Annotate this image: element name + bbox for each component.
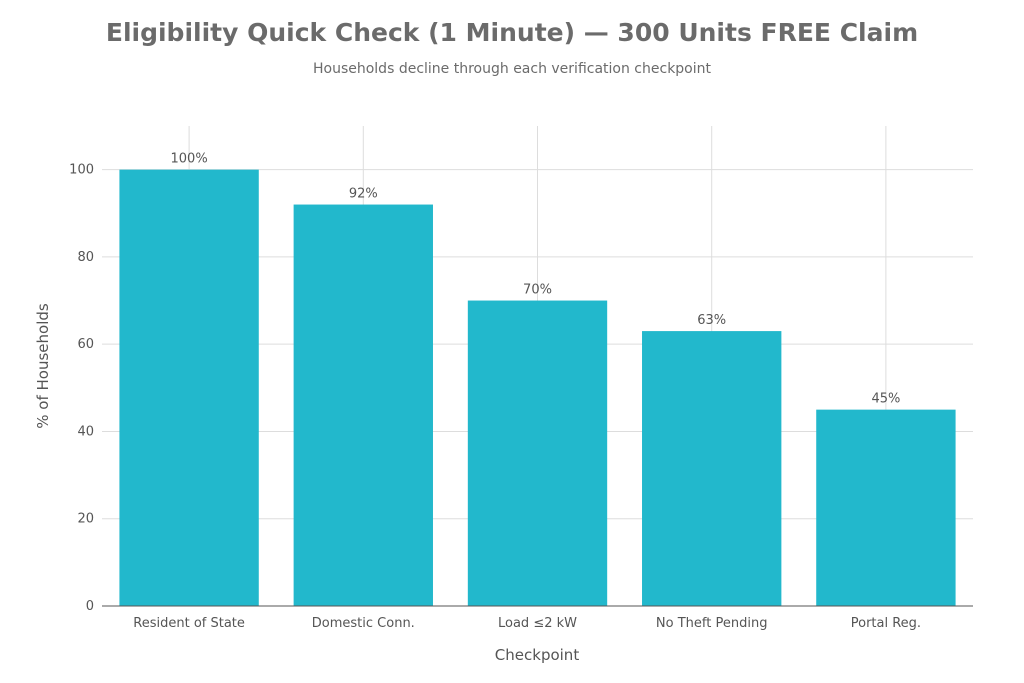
chart-subtitle: Households decline through each verifica…: [312, 61, 711, 77]
bar-data-label: 45%: [871, 392, 900, 407]
axes: 0 20 40 60 80 100 Resident of State Domestic Co…: [69, 163, 973, 631]
y-axis-label: % of Households: [34, 303, 52, 429]
x-tick-label: Domestic Conn.: [312, 616, 415, 631]
bar-data-label: 63%: [697, 313, 726, 328]
bars: [119, 169, 956, 607]
y-tick-label: 80: [77, 250, 94, 265]
y-tick-label: 60: [77, 337, 94, 352]
bar-data-label: 100%: [171, 152, 208, 167]
bar: [642, 331, 782, 606]
data-labels: 100% 92% 70% 63% 45%: [171, 152, 901, 407]
y-tick-label: 0: [86, 599, 94, 614]
y-tick-label: 40: [77, 424, 94, 439]
bar: [293, 204, 433, 606]
y-tick-label: 20: [77, 512, 94, 527]
chart-title: Eligibility Quick Check (1 Minute) — 300…: [105, 18, 919, 47]
bar: [119, 169, 259, 607]
x-tick-label: Resident of State: [133, 616, 245, 631]
x-tick-label: Portal Reg.: [851, 616, 921, 631]
bar-data-label: 92%: [349, 187, 378, 202]
bar-data-label: 70%: [523, 283, 552, 298]
bar: [816, 409, 956, 606]
y-tick-label: 100: [69, 163, 94, 178]
x-axis-label: Checkpoint: [495, 646, 580, 664]
x-tick-label: Load ≤2 kW: [498, 616, 577, 631]
bar: [467, 300, 608, 606]
x-tick-label: No Theft Pending: [656, 616, 768, 631]
